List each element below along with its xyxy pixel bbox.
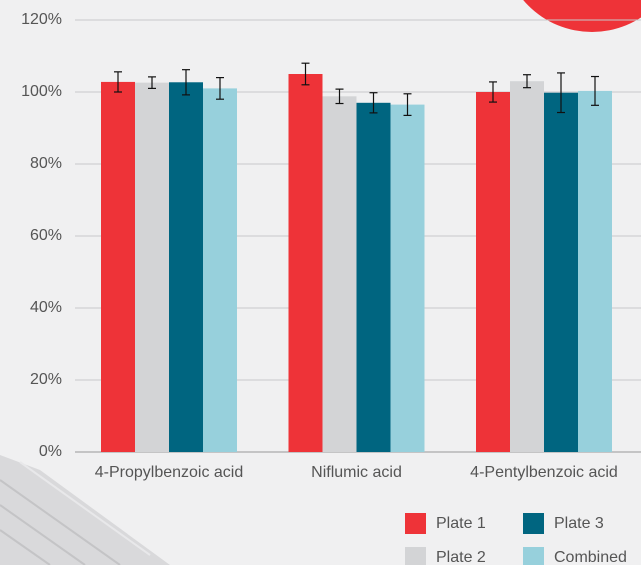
bar: [322, 96, 357, 452]
y-tick-label: 60%: [30, 227, 62, 244]
y-tick-label: 100%: [21, 83, 62, 100]
error-bar: [335, 88, 344, 105]
y-tick-label: 120%: [21, 11, 62, 28]
error-bar: [557, 72, 565, 114]
bar: [101, 81, 135, 453]
error-bar: [114, 71, 122, 93]
decor-circle: [523, 0, 641, 32]
error-bar: [369, 92, 378, 114]
legend-swatch: [405, 513, 426, 534]
legend-label: Plate 2: [436, 549, 486, 565]
error-bar: [148, 76, 156, 90]
x-tick-label: 4-Pentylbenzoic acid: [470, 464, 618, 481]
decor-plate: [0, 455, 170, 565]
legend-label: Plate 3: [554, 515, 604, 532]
error-bar: [182, 69, 190, 96]
error-bar: [523, 74, 531, 89]
error-bar: [489, 81, 497, 103]
bar: [356, 102, 391, 453]
bar: [169, 82, 203, 452]
legend-label: Plate 1: [436, 515, 486, 532]
bar: [390, 104, 425, 452]
legend-label: Combined: [554, 549, 627, 565]
legend-swatch: [405, 547, 426, 565]
y-tick-label: 0%: [39, 443, 62, 460]
y-tick-label: 20%: [30, 371, 62, 388]
error-bar: [403, 93, 412, 117]
x-tick-label: Niflumic acid: [311, 464, 402, 481]
bar: [288, 74, 323, 452]
bar: [135, 82, 169, 452]
bar: [544, 92, 578, 452]
error-bar: [591, 75, 599, 106]
error-bar: [301, 62, 310, 86]
bar: [203, 88, 237, 453]
bar: [510, 81, 544, 452]
error-bar: [216, 76, 224, 100]
x-tick-label: 4-Propylbenzoic acid: [95, 464, 244, 481]
legend-swatch: [523, 547, 544, 565]
bar: [578, 90, 612, 453]
legend-swatch: [523, 513, 544, 534]
y-tick-label: 80%: [30, 155, 62, 172]
y-tick-label: 40%: [30, 299, 62, 316]
bar: [476, 92, 510, 452]
